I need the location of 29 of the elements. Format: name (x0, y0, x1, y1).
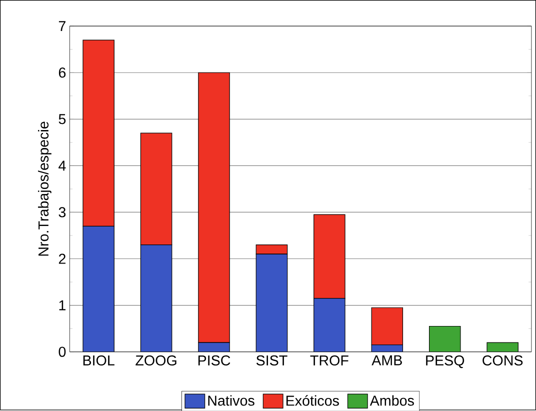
y-tick-label: 7 (58, 20, 66, 31)
y-tick-label: 5 (58, 114, 66, 124)
y-tick-label: 4 (58, 160, 66, 170)
y-axis-title: Nro.Trabajos/especie (38, 122, 52, 256)
x-tick-label: PISC (198, 355, 230, 366)
legend-label: Nativos (208, 395, 254, 406)
bar (140, 244, 172, 352)
x-tick-label: TROF (310, 355, 348, 366)
bar (371, 344, 404, 352)
bar (256, 254, 288, 352)
x-tick-label: ZOOG (136, 355, 176, 366)
bar (198, 342, 230, 352)
legend-label: Exóticos (286, 394, 339, 406)
bar (428, 326, 461, 352)
x-tick-label: PESQ (426, 355, 464, 368)
x-tick-label: CONS (482, 355, 523, 366)
y-tick-label: 0 (58, 346, 66, 357)
bar (256, 244, 288, 254)
y-tick-label: 1 (59, 300, 66, 310)
bar (314, 298, 346, 352)
x-tick-label: BIOL (83, 355, 114, 366)
bar (486, 342, 518, 352)
bar (82, 226, 114, 352)
x-tick-label: AMB (372, 355, 402, 366)
y-tick-label: 3 (58, 206, 66, 218)
legend-label: Ambos (370, 395, 414, 406)
x-tick-label: SIST (256, 355, 288, 366)
y-tick-label: 2 (58, 254, 66, 264)
y-tick-label: 6 (58, 67, 66, 78)
